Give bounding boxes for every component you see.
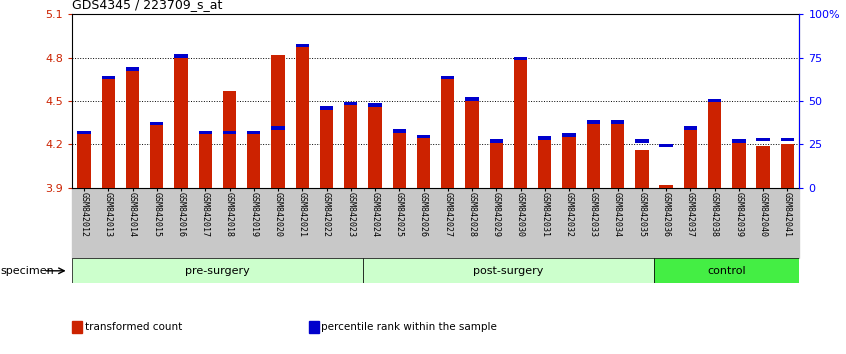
Bar [538,136,552,140]
Bar [538,140,552,188]
Bar [441,79,454,188]
Bar [654,258,799,283]
Bar [781,138,794,141]
Bar [150,122,163,125]
Bar [368,107,382,188]
Bar [199,134,212,188]
Bar [102,79,115,188]
Bar [563,133,576,137]
Text: pre-surgery: pre-surgery [185,266,250,276]
Bar [465,101,479,188]
Bar [417,138,431,188]
Bar [222,91,236,188]
Text: specimen: specimen [1,266,55,276]
Bar [199,131,212,134]
Bar [635,139,649,143]
Bar [781,144,794,188]
Bar [247,131,261,134]
Bar [77,134,91,188]
Text: post-surgery: post-surgery [473,266,544,276]
Bar [635,150,649,188]
Bar [222,131,236,134]
Bar [126,70,140,188]
Bar [586,120,600,124]
Bar [344,102,358,105]
Text: transformed count: transformed count [85,322,182,332]
Bar [174,54,188,57]
Bar [150,125,163,188]
Bar [174,57,188,188]
Bar [490,143,503,188]
Bar [732,143,745,188]
Bar [732,139,745,143]
Bar [363,258,654,283]
Bar [295,44,309,47]
Bar [72,258,363,283]
Bar [295,47,309,188]
Bar [611,124,624,188]
Text: percentile rank within the sample: percentile rank within the sample [321,322,497,332]
Bar [272,55,285,188]
Bar [465,97,479,101]
Bar [659,143,673,147]
Bar [756,138,770,141]
Bar [611,120,624,124]
Bar [393,133,406,188]
Bar [684,126,697,130]
Bar [417,135,431,138]
Bar [684,130,697,188]
Bar [320,106,333,109]
Bar [102,76,115,79]
Bar [368,103,382,107]
Bar [77,131,91,134]
Bar [514,57,527,61]
Bar [659,185,673,188]
Bar [126,67,140,70]
Bar [708,99,722,102]
Bar [320,109,333,188]
Bar [586,124,600,188]
Bar [563,137,576,188]
Bar [272,126,285,130]
Bar [344,105,358,188]
Bar [247,134,261,188]
Bar [514,61,527,188]
Bar [490,139,503,143]
Bar [756,146,770,188]
Bar [393,129,406,133]
Bar [708,102,722,188]
Text: GDS4345 / 223709_s_at: GDS4345 / 223709_s_at [72,0,222,11]
Bar [441,76,454,79]
Text: control: control [707,266,746,276]
